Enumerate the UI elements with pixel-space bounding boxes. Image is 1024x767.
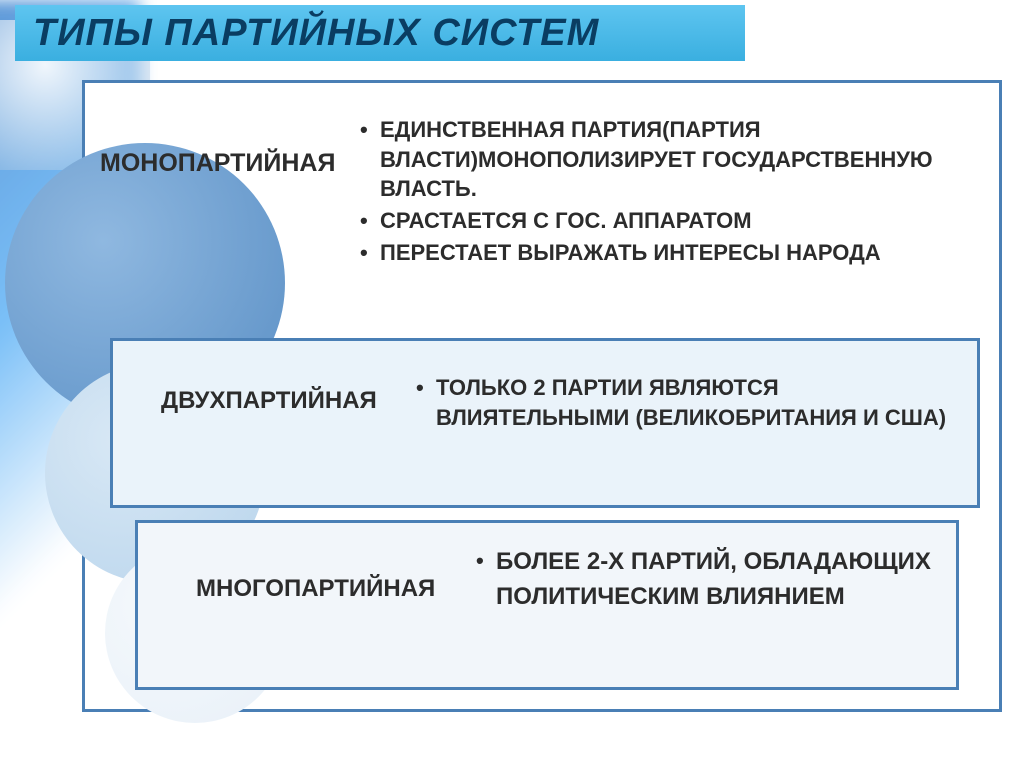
row-monoparty: МОНОПАРТИЙНАЯ ЕДИНСТВЕННАЯ ПАРТИЯ(ПАРТИЯ…: [100, 115, 980, 269]
list-item: СРАСТАЕТСЯ С ГОС. АППАРАТОМ: [360, 206, 980, 236]
title-bar: ТИПЫ ПАРТИЙНЫХ СИСТЕМ: [15, 5, 745, 61]
row-twoparty-box: ДВУХПАРТИЙНАЯ ТОЛЬКО 2 ПАРТИИ ЯВЛЯЮТСЯ В…: [110, 338, 980, 508]
list-twoparty: ТОЛЬКО 2 ПАРТИИ ЯВЛЯЮТСЯ ВЛИЯТЕЛЬНЫМИ (В…: [416, 373, 957, 434]
list-multiparty: БОЛЕЕ 2-Х ПАРТИЙ, ОБЛАДАЮЩИХ ПОЛИТИЧЕСКИ…: [476, 545, 936, 617]
list-item: ЕДИНСТВЕННАЯ ПАРТИЯ(ПАРТИЯ ВЛАСТИ)МОНОПО…: [360, 115, 980, 204]
label-monoparty: МОНОПАРТИЙНАЯ: [100, 115, 360, 178]
list-item: ТОЛЬКО 2 ПАРТИИ ЯВЛЯЮТСЯ ВЛИЯТЕЛЬНЫМИ (В…: [416, 373, 957, 432]
list-item-text: ТОЛЬКО 2 ПАРТИИ ЯВЛЯЮТСЯ ВЛИЯТЕЛЬНЫМИ (В…: [436, 375, 946, 430]
list-monoparty: ЕДИНСТВЕННАЯ ПАРТИЯ(ПАРТИЯ ВЛАСТИ)МОНОПО…: [360, 115, 980, 269]
slide-title: ТИПЫ ПАРТИЙНЫХ СИСТЕМ: [33, 12, 599, 55]
list-item: ПЕРЕСТАЕТ ВЫРАЖАТЬ ИНТЕРЕСЫ НАРОДА: [360, 238, 980, 268]
list-item: БОЛЕЕ 2-Х ПАРТИЙ, ОБЛАДАЮЩИХ ПОЛИТИЧЕСКИ…: [476, 545, 936, 615]
row-multiparty-box: МНОГОПАРТИЙНАЯ БОЛЕЕ 2-Х ПАРТИЙ, ОБЛАДАЮ…: [135, 520, 959, 690]
label-multiparty: МНОГОПАРТИЙНАЯ: [196, 545, 476, 603]
label-twoparty: ДВУХПАРТИЙНАЯ: [161, 373, 416, 415]
